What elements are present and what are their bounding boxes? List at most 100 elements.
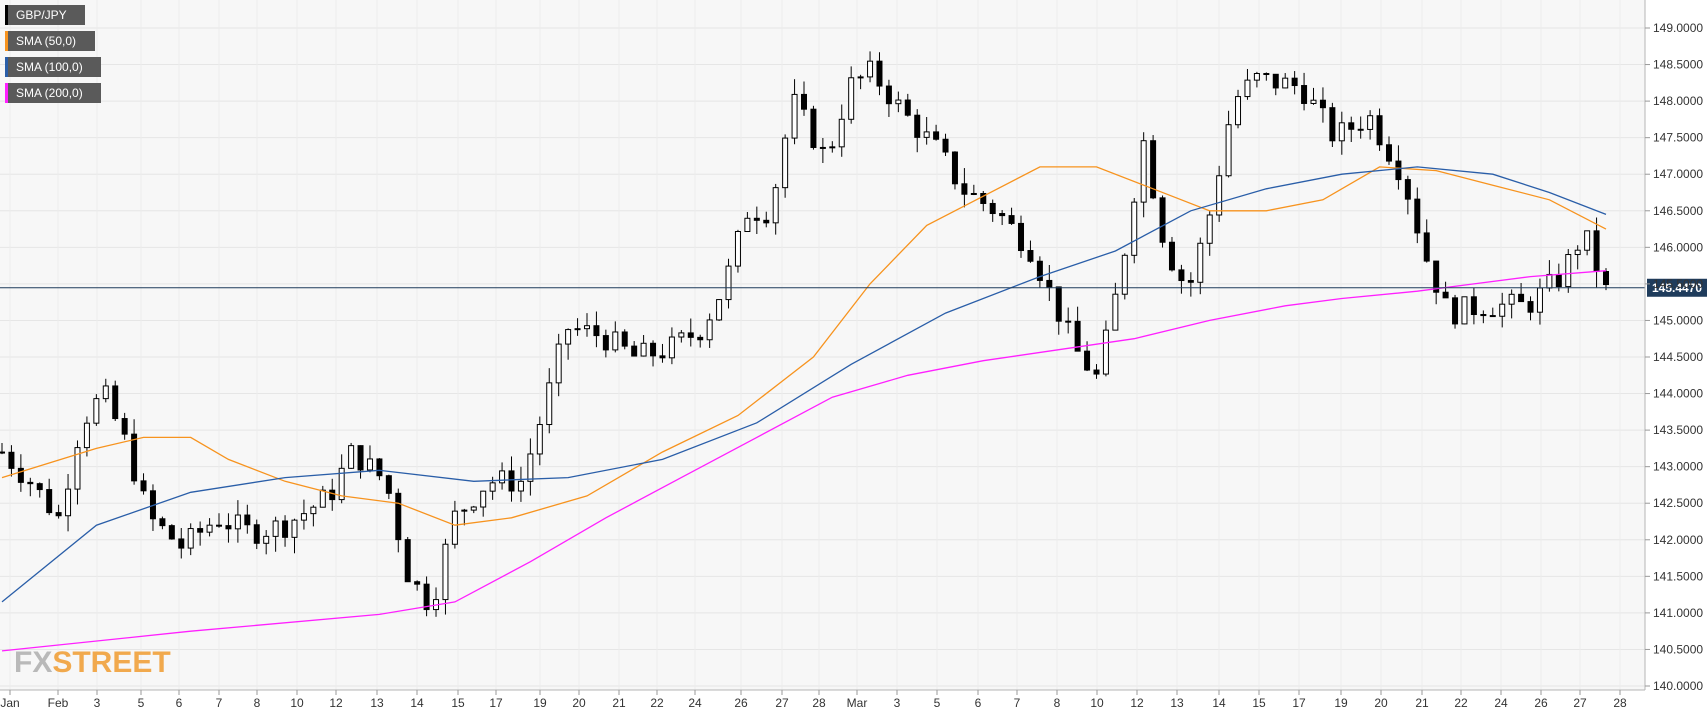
candle xyxy=(1168,236,1175,272)
candle xyxy=(263,530,270,555)
y-tick-label: 146.5000 xyxy=(1653,204,1703,218)
candle-body-up xyxy=(1206,214,1213,244)
candle-body-up xyxy=(1584,230,1591,251)
candle xyxy=(1046,264,1053,301)
x-tick-label: 27 xyxy=(775,696,789,710)
candle-body-down xyxy=(1301,85,1308,104)
y-tick-label: 144.0000 xyxy=(1653,387,1703,401)
candles xyxy=(0,51,1609,617)
y-tick-label: 145.0000 xyxy=(1653,313,1703,327)
candle-body-up xyxy=(272,520,279,537)
sma-line xyxy=(1,270,1607,652)
candle-body-down xyxy=(1263,73,1270,76)
candle-body-down xyxy=(178,538,185,549)
candle xyxy=(1263,72,1270,81)
candle-body-down xyxy=(659,355,666,359)
candle xyxy=(131,419,138,485)
candle-body-up xyxy=(725,265,732,301)
candle-body-down xyxy=(1489,315,1496,318)
candle xyxy=(1404,175,1411,215)
candle-body-up xyxy=(489,482,496,492)
candle-body-down xyxy=(376,458,383,477)
candle xyxy=(782,134,789,198)
candle xyxy=(876,52,883,96)
candle-body-down xyxy=(904,99,911,116)
candle xyxy=(1395,145,1402,190)
candle xyxy=(706,313,713,348)
legend-box-bg xyxy=(5,57,101,77)
candle-body-down xyxy=(131,433,138,482)
legend-item[interactable]: GBP/JPY xyxy=(5,5,85,25)
x-tick-label: 26 xyxy=(734,696,748,710)
x-tick-label: 3 xyxy=(94,696,101,710)
candle-body-down xyxy=(687,332,694,338)
candle-body-up xyxy=(319,489,326,508)
candle xyxy=(829,141,836,153)
x-tick-label: Mar xyxy=(847,696,868,710)
candle xyxy=(923,117,930,145)
y-tick-label: 145.5000 xyxy=(1653,277,1703,291)
candle xyxy=(1282,73,1289,89)
candle-body-up xyxy=(83,422,90,449)
candle-body-down xyxy=(1395,160,1402,181)
candle xyxy=(187,523,194,556)
candle-body-down xyxy=(216,524,223,527)
moving-averages xyxy=(1,166,1607,652)
candle xyxy=(27,477,34,497)
candle xyxy=(933,124,940,141)
candle-body-down xyxy=(1470,296,1477,316)
grid xyxy=(0,0,1645,690)
candle xyxy=(1357,116,1364,139)
legend-item[interactable]: SMA (50,0) xyxy=(5,31,95,51)
y-tick-label: 140.5000 xyxy=(1653,642,1703,656)
candle-body-up xyxy=(1112,293,1119,331)
candle-body-down xyxy=(763,219,770,224)
candle-body-up xyxy=(1235,96,1242,126)
x-tick-label: 15 xyxy=(451,696,465,710)
candle-body-up xyxy=(1574,249,1581,256)
candle xyxy=(74,440,81,505)
x-tick-label: 7 xyxy=(216,696,223,710)
candle-body-up xyxy=(706,319,713,341)
legend-item[interactable]: SMA (200,0) xyxy=(5,83,101,103)
legend-swatch xyxy=(5,31,8,51)
candle-body-up xyxy=(1140,140,1147,203)
candle xyxy=(772,183,779,235)
x-tick-label: 5 xyxy=(934,696,941,710)
candle xyxy=(1065,307,1072,334)
candle xyxy=(753,206,760,235)
candle xyxy=(1414,187,1421,244)
y-tick-label: 148.5000 xyxy=(1653,58,1703,72)
candle xyxy=(1376,108,1383,151)
candle-body-down xyxy=(1018,222,1025,252)
candle xyxy=(385,474,392,500)
candle xyxy=(565,328,572,360)
x-tick-label: 8 xyxy=(254,696,261,710)
x-tick-label: 3 xyxy=(894,696,901,710)
candle-body-up xyxy=(74,447,81,490)
candle-body-up xyxy=(612,331,619,351)
candle-body-down xyxy=(385,475,392,494)
candle xyxy=(838,104,845,157)
candle xyxy=(951,151,958,190)
y-tick-label: 142.5000 xyxy=(1653,496,1703,510)
candle-body-down xyxy=(1414,198,1421,234)
candle xyxy=(942,133,949,157)
candle xyxy=(801,81,807,116)
candle xyxy=(8,445,15,477)
candle-body-down xyxy=(121,418,128,435)
candle xyxy=(1140,132,1147,218)
legend-label: GBP/JPY xyxy=(16,8,67,22)
legend-item[interactable]: SMA (100,0) xyxy=(5,57,101,77)
candle xyxy=(857,74,864,90)
candle-body-up xyxy=(480,490,487,508)
candle xyxy=(1027,240,1034,263)
x-tick-label: 19 xyxy=(1334,696,1348,710)
candle-body-up xyxy=(1536,287,1543,313)
candle-body-down xyxy=(508,470,515,492)
y-tick-label: 142.0000 xyxy=(1653,533,1703,547)
candle xyxy=(272,516,279,552)
candle xyxy=(1301,72,1308,111)
candle-body-up xyxy=(1253,73,1260,81)
